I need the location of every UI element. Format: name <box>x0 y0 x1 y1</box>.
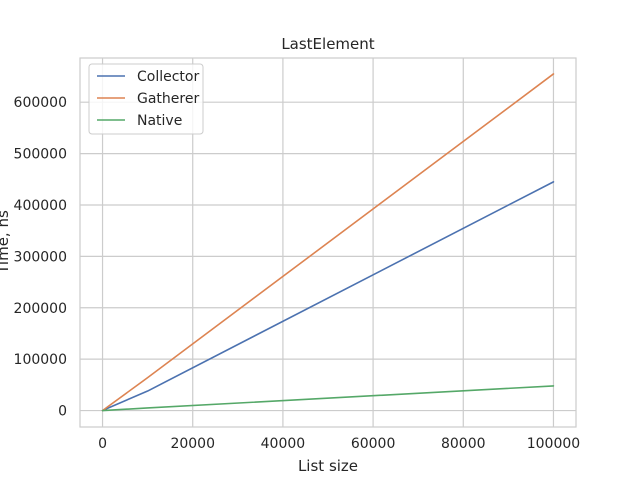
grid <box>80 58 576 427</box>
x-tick-label: 80000 <box>441 436 486 452</box>
legend: Collector Gatherer Native <box>88 63 204 135</box>
legend-label-native: Native <box>137 113 182 129</box>
y-tick-label: 300000 <box>14 249 67 265</box>
x-tick-labels: 0 20000 40000 60000 80000 100000 <box>98 436 580 452</box>
y-tick-label: 500000 <box>14 147 67 163</box>
plot-frame <box>79 57 577 428</box>
x-tick-label: 100000 <box>527 436 580 452</box>
series-line-native <box>101 385 555 412</box>
y-tick-label: 100000 <box>14 352 67 368</box>
x-tick-label: 20000 <box>170 436 215 452</box>
x-tick-label: 40000 <box>261 436 306 452</box>
y-tick-label: 400000 <box>14 198 67 214</box>
x-tick-label: 60000 <box>351 436 396 452</box>
legend-label-collector: Collector <box>137 69 199 85</box>
legend-box <box>88 63 204 135</box>
x-axis-label: List size <box>298 457 358 475</box>
x-tick-label: 0 <box>98 436 107 452</box>
y-axis-label: Time, ns <box>0 210 12 275</box>
series-layer <box>101 73 555 412</box>
y-tick-label: 0 <box>58 404 67 420</box>
legend-label-gatherer: Gatherer <box>137 91 199 107</box>
chart-title: LastElement <box>281 35 374 53</box>
y-tick-label: 600000 <box>14 95 67 111</box>
y-tick-labels: 0 100000 200000 300000 400000 500000 600000 <box>14 95 67 419</box>
y-tick-label: 200000 <box>14 301 67 317</box>
